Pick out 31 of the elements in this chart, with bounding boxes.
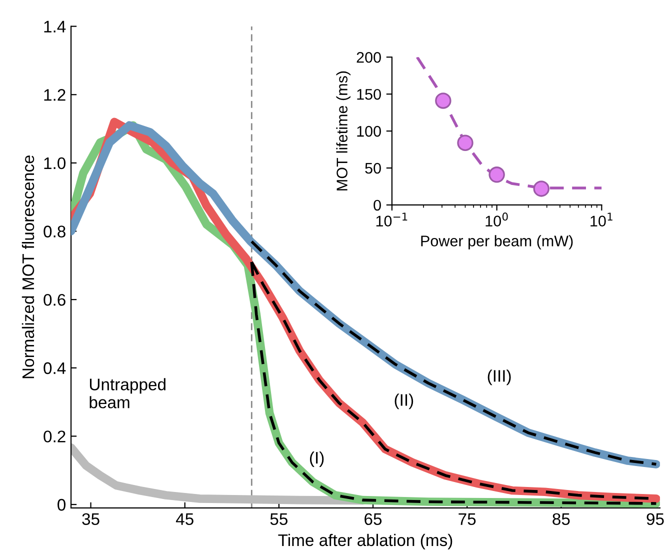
x-axis-title: Time after ablation (ms) (278, 534, 452, 550)
x-tick-label: 65 (364, 513, 382, 526)
x-tick-label: 45 (176, 513, 194, 526)
y-tick-label: 200 (356, 52, 381, 63)
y-tick-label: 0.4 (44, 362, 66, 374)
y-tick-label: 1.2 (44, 89, 66, 101)
x-tick-label: 10$^{1}$ (590, 212, 612, 226)
annotation: Untrapped beam (90, 378, 166, 408)
x-tick-label: 10$^{0}$ (486, 212, 508, 226)
y-tick-label: 150 (357, 88, 381, 100)
y-axis-title: MOT lifetime (ms) (336, 71, 350, 190)
annotation: (III) (488, 370, 511, 386)
x-tick-label: 35 (82, 513, 100, 526)
annotation: (I) (310, 451, 324, 467)
y-tick-label: 0 (58, 498, 66, 511)
x-tick-label: 85 (552, 513, 570, 526)
y-tick-label: 1.4 (44, 20, 66, 32)
y-tick-label: 1.0 (44, 157, 66, 170)
y-tick-label: 100 (357, 126, 381, 137)
annotation: (II) (394, 394, 414, 410)
y-tick-label: 0 (374, 200, 381, 211)
x-axis-title: Power per beam (mW) (421, 235, 573, 250)
x-tick-label: 10$^{−1}$ (376, 212, 408, 226)
y-tick-label: 0.8 (44, 226, 66, 238)
x-tick-label: 75 (458, 513, 476, 526)
y-tick-label: 0.2 (44, 430, 66, 442)
x-tick-label: 95 (646, 513, 664, 526)
y-tick-label: 0.6 (44, 294, 66, 306)
y-axis-title: Normalized MOT fluorescence (22, 155, 34, 378)
y-tick-label: 50 (365, 162, 381, 174)
x-tick-label: 55 (270, 513, 288, 526)
